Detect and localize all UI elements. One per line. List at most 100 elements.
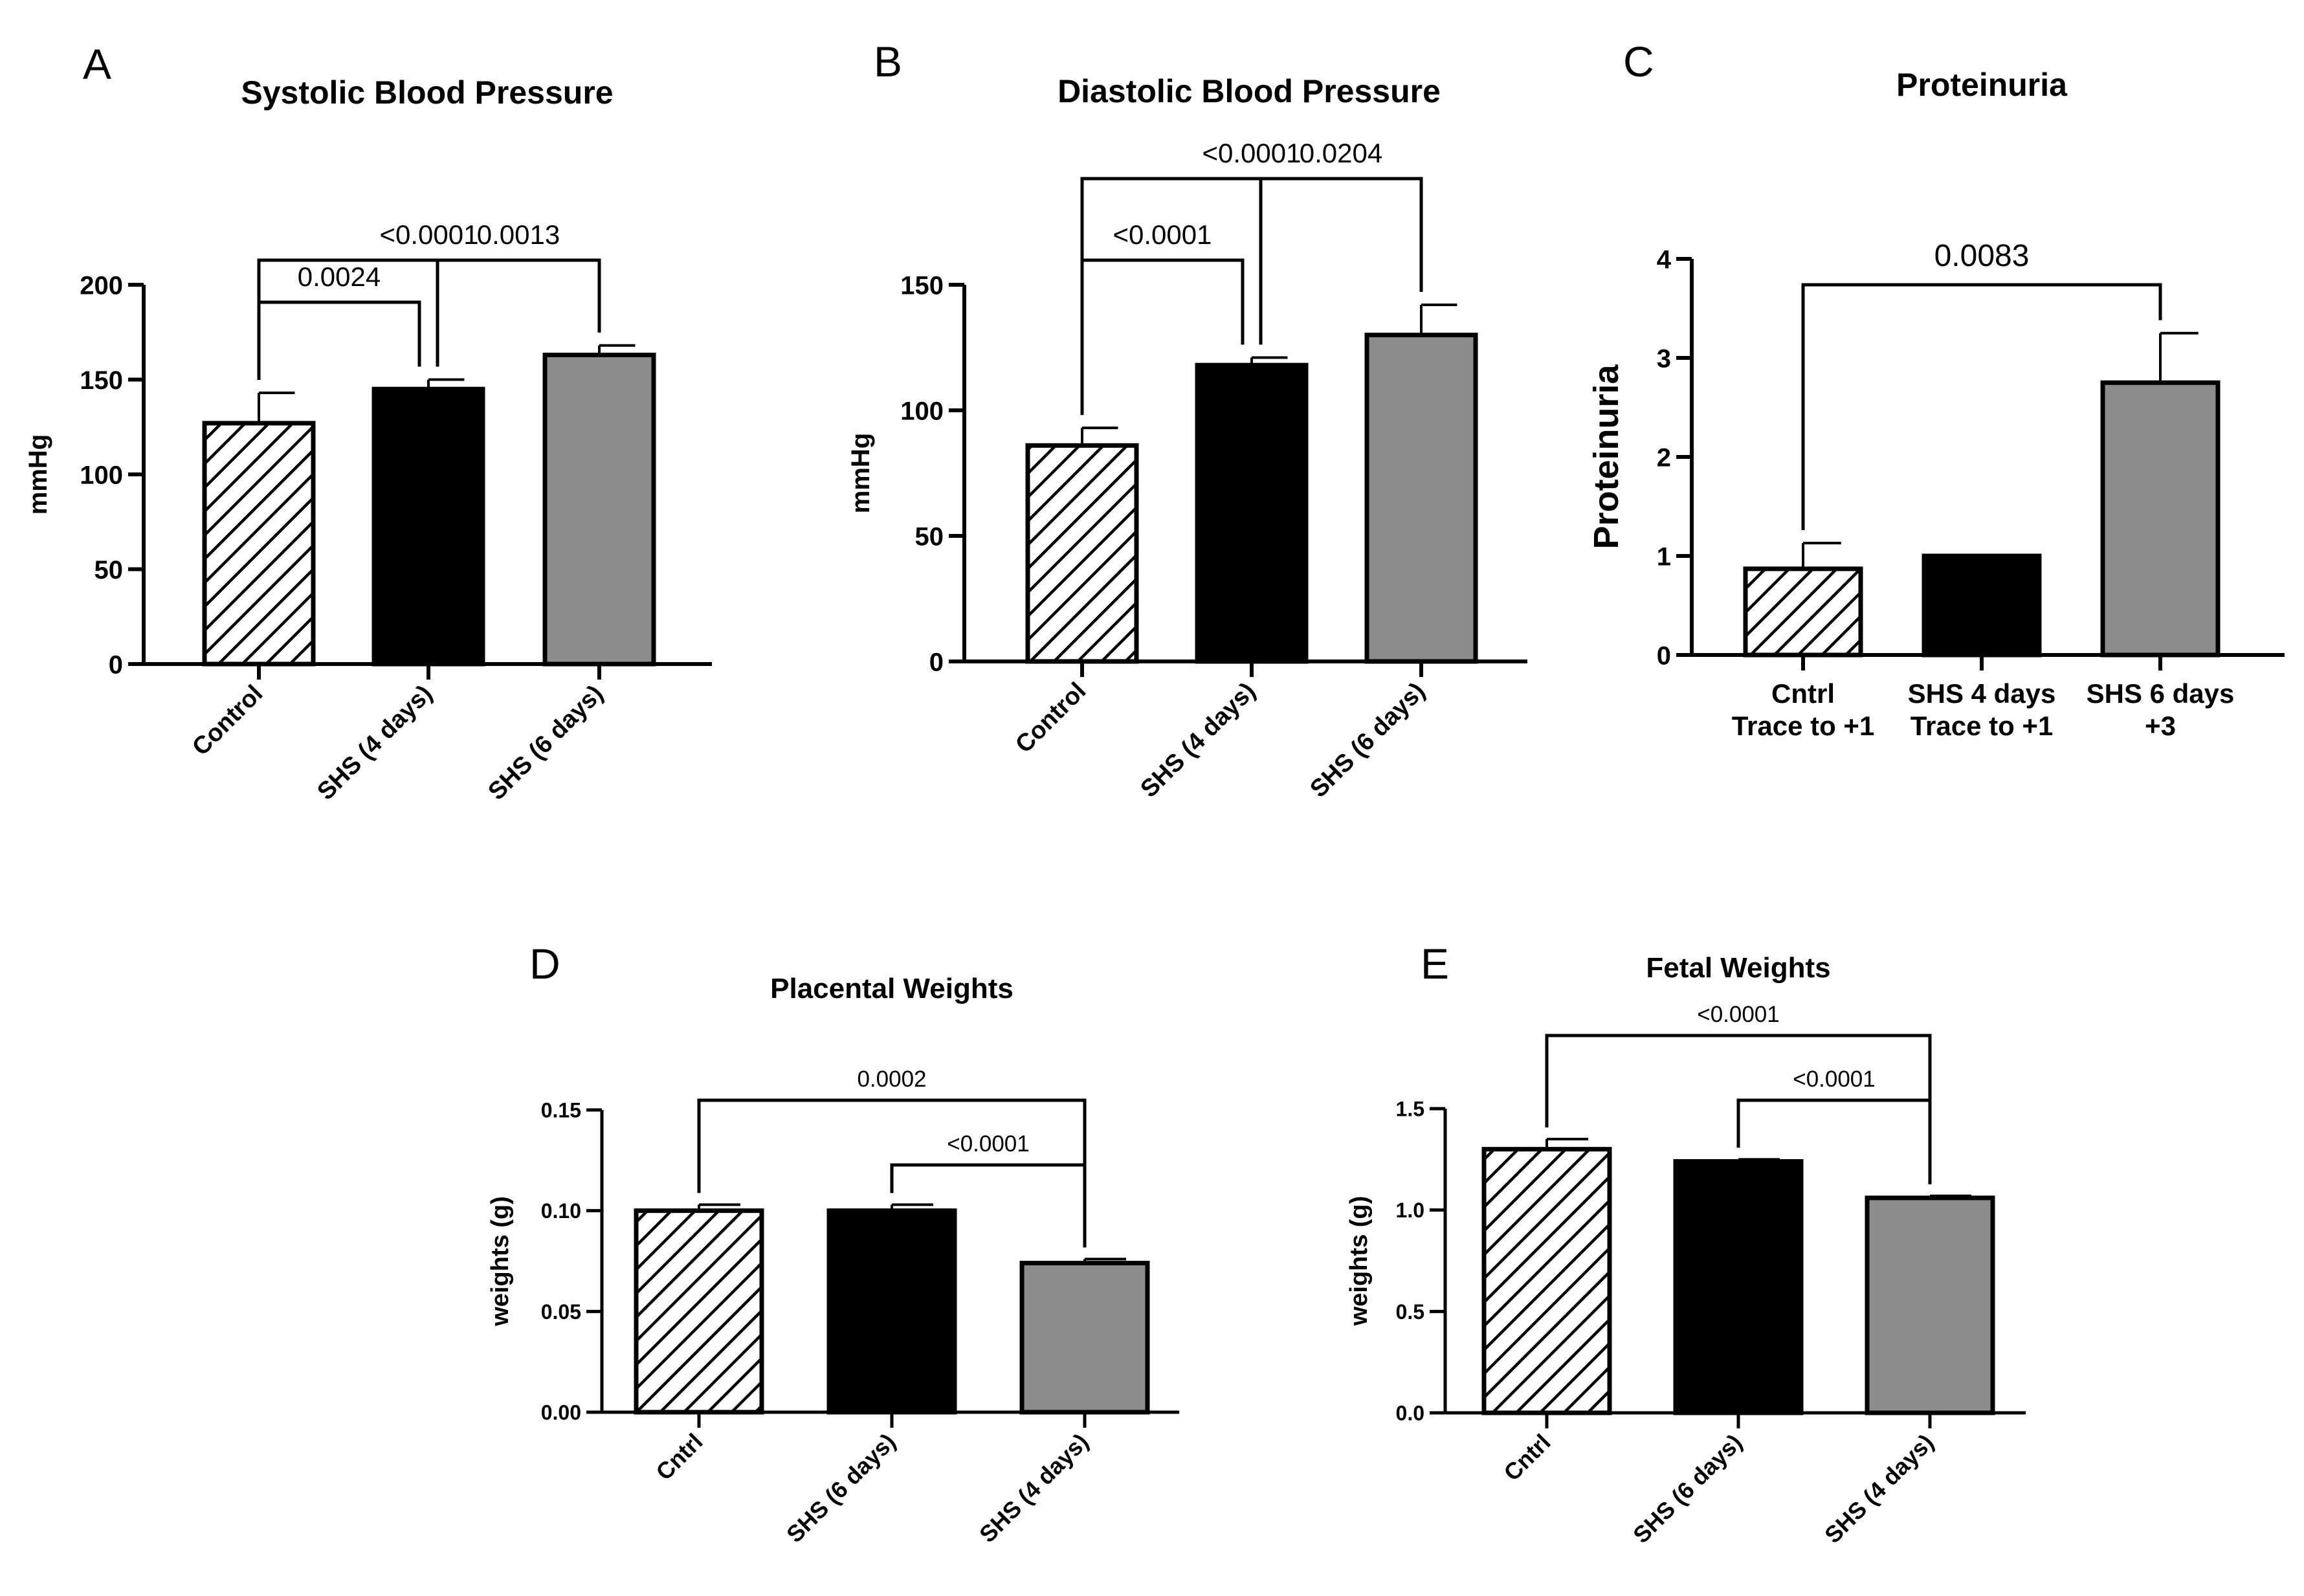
category-label-c: +3 <box>2145 711 2176 741</box>
significance-label-e: <0.0001 <box>1697 1002 1780 1027</box>
bar-a <box>202 421 316 667</box>
y-tick-label-a: 150 <box>80 366 123 395</box>
panel-letter-d: D <box>529 940 560 988</box>
significance-bracket-b <box>1259 177 1423 345</box>
plot-area-e: 0.0 0.5 1.0 1.5 weights (g) Cntrl SHS (6 days)… <box>1346 1002 2026 1548</box>
category-label-a: SHS (6 days) <box>483 680 608 806</box>
panel-letter-c: C <box>1623 38 1654 85</box>
y-tick-label-b: 150 <box>900 271 944 300</box>
y-tick-label-c: 0 <box>1657 641 1671 670</box>
category-label-c: Trace to +1 <box>1911 711 2054 741</box>
significance-label-d: <0.0001 <box>947 1131 1030 1157</box>
significance-bracket-b <box>1080 177 1423 416</box>
significance-label-a: <0.0001 <box>380 219 479 250</box>
significance-label-b: <0.0001 <box>1202 138 1302 168</box>
panel-letter-b: B <box>874 38 902 85</box>
chart-d: D Placental Weights 0.00 0.05 0.10 0.15 weig… <box>487 940 1179 1547</box>
category-label-b: SHS (6 days) <box>1305 678 1430 803</box>
y-tick-label-a: 100 <box>80 461 123 489</box>
bar-d <box>634 1208 764 1415</box>
y-tick-label-d: 0.00 <box>541 1401 581 1424</box>
bar-d <box>1019 1261 1150 1415</box>
chart-e: E Fetal Weights 0.0 0.5 1.0 1.5 weights (g) C… <box>1346 940 2026 1548</box>
y-tick-label-e: 0.5 <box>1396 1300 1424 1324</box>
significance-label-a: 0.0024 <box>298 261 381 292</box>
plot-area-b: 0 50 100 150 mmHg Control SHS (4 days) SHS (6 d… <box>847 138 1527 803</box>
chart-title-c: Proteinuria <box>1896 67 2068 103</box>
y-tick-label-e: 1.5 <box>1396 1098 1424 1121</box>
significance-bracket-d <box>697 1098 1087 1248</box>
category-label-e: Cntrl <box>1498 1429 1555 1486</box>
y-tick-label-e: 0.0 <box>1396 1402 1424 1425</box>
bar-c <box>1743 566 1863 658</box>
y-tick-label-a: 0 <box>109 650 123 679</box>
significance-label-e: <0.0001 <box>1793 1067 1876 1092</box>
bar-b <box>1364 333 1478 664</box>
chart-c: C Proteinuria 01234ProteinuriaCntrlTrace… <box>1587 38 2285 741</box>
significance-label-c: 0.0083 <box>1934 239 2030 273</box>
y-tick-label-c: 1 <box>1657 542 1671 571</box>
category-label-d: Cntrl <box>650 1428 707 1485</box>
significance-label-b: 0.0204 <box>1300 138 1382 168</box>
category-label-d: SHS (6 days) <box>781 1428 901 1548</box>
chart-title-a: Systolic Blood Pressure <box>241 74 613 111</box>
y-tick-label-a: 200 <box>80 271 123 300</box>
category-label-b: Control <box>1010 678 1091 759</box>
y-axis-label-c: Proteinuria <box>1587 364 1626 549</box>
y-axis-label-a: mmHg <box>24 434 52 515</box>
bar-c <box>2100 380 2221 658</box>
category-label-e: SHS (4 days) <box>1819 1429 1939 1549</box>
y-tick-label-c: 2 <box>1657 443 1671 472</box>
significance-bracket-a <box>257 258 601 381</box>
chart-title-d: Placental Weights <box>770 973 1014 1004</box>
significance-label-a: 0.0013 <box>477 219 560 250</box>
y-tick-label-b: 100 <box>900 397 944 425</box>
bar-a <box>371 386 485 667</box>
bar-a <box>542 352 656 667</box>
significance-label-d: 0.0002 <box>857 1067 926 1092</box>
bar-e <box>1481 1147 1612 1415</box>
bar-c <box>1922 553 2042 658</box>
y-tick-label-b: 50 <box>915 522 944 551</box>
chart-title-e: Fetal Weights <box>1646 952 1830 984</box>
panel-letter-e: E <box>1421 940 1449 988</box>
bar-e <box>1673 1158 1804 1415</box>
significance-bracket-e <box>1545 1034 1932 1184</box>
significance-bracket-c <box>1801 283 2162 531</box>
y-tick-label-c: 3 <box>1657 344 1671 373</box>
category-label-a: Control <box>187 680 268 761</box>
category-label-c: SHS 4 days <box>1908 678 2056 709</box>
y-axis-label-b: mmHg <box>847 433 875 513</box>
bar-b <box>1025 443 1139 664</box>
bar-e <box>1865 1195 1995 1415</box>
y-axis-label-e: weights (g) <box>1346 1196 1373 1327</box>
y-tick-label-a: 50 <box>94 556 124 584</box>
panel-letter-a: A <box>83 40 111 88</box>
plot-area-d: 0.00 0.05 0.10 0.15 weights (g) Cntrl SHS (6 d… <box>487 1067 1179 1547</box>
chart-a: A Systolic Blood Pressure 0 50 100 150 200 mm… <box>24 40 712 806</box>
y-tick-label-d: 0.05 <box>541 1300 581 1324</box>
y-tick-label-c: 4 <box>1657 245 1672 274</box>
category-label-e: SHS (6 days) <box>1628 1429 1747 1549</box>
y-tick-label-e: 1.0 <box>1396 1199 1424 1222</box>
y-tick-label-d: 0.15 <box>541 1099 581 1122</box>
bar-d <box>826 1208 957 1415</box>
category-label-a: SHS (4 days) <box>312 680 438 806</box>
category-label-b: SHS (4 days) <box>1135 678 1261 803</box>
y-tick-label-b: 0 <box>929 648 944 676</box>
bar-b <box>1195 362 1309 664</box>
significance-label-b: <0.0001 <box>1113 219 1212 250</box>
category-label-d: SHS (4 days) <box>974 1428 1094 1548</box>
y-axis-label-d: weights (g) <box>487 1196 514 1327</box>
category-label-c: SHS 6 days <box>2087 678 2235 709</box>
y-tick-label-d: 0.10 <box>541 1199 581 1223</box>
significance-bracket-a <box>436 258 601 367</box>
category-label-c: Cntrl <box>1771 678 1835 709</box>
chart-title-b: Diastolic Blood Pressure <box>1058 73 1441 109</box>
significance-bracket-a <box>257 300 421 381</box>
category-label-c: Trace to +1 <box>1732 711 1875 741</box>
chart-b: B Diastolic Blood Pressure 0 50 100 150 mmHg… <box>847 38 1527 803</box>
plot-area-a: 0 50 100 150 200 mmHg Control SHS (4 days) SHS (… <box>24 219 712 806</box>
